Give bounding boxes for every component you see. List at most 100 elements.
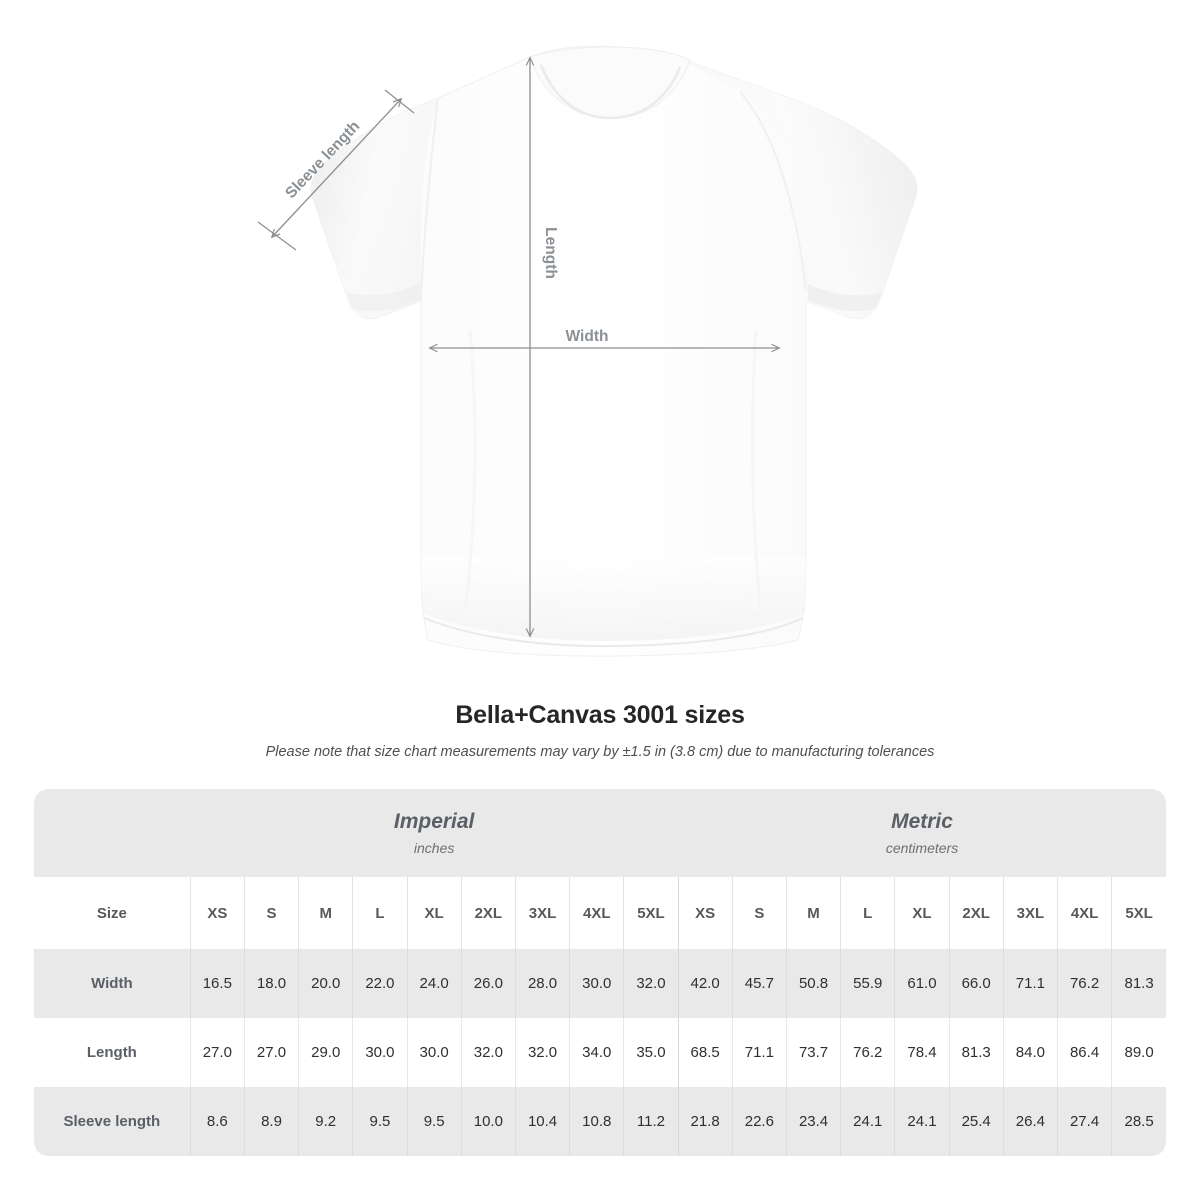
cell-imperial-m: 9.2 [298,1087,353,1156]
cell-imperial-m: 29.0 [298,1018,353,1087]
size-header-metric-m: M [785,877,841,949]
shirt-fold-1 [464,329,477,607]
cell-imperial-xl: 30.0 [406,1018,462,1087]
cell-metric-m: 23.4 [785,1087,841,1156]
size-header-imperial-2xl: 2XL [460,877,516,949]
cell-metric-s: 22.6 [731,1087,787,1156]
cell-imperial-4xl: 34.0 [569,1018,624,1087]
tolerance-note: Please note that size chart measurements… [265,744,935,760]
size-header-metric-xl: XL [894,877,950,949]
shirt-hem-line [423,617,804,648]
row-label-length: Length [34,1018,191,1087]
cell-metric-l: 55.9 [840,949,895,1018]
length-label: Length [542,227,559,279]
size-header-imperial-s: S [243,877,299,949]
unit-header-imperial: Imperial inches [190,789,679,877]
cell-metric-5xl: 28.5 [1111,1087,1166,1156]
cell-metric-l: 24.1 [840,1087,895,1156]
size-header-metric-3xl: 3XL [1002,877,1058,949]
shirt-collar [529,46,691,119]
cell-imperial-xs: 16.5 [189,949,245,1018]
shirt-seam-right [739,91,807,291]
cell-metric-xs: 42.0 [677,949,733,1018]
unit-subtitle: centimeters [885,839,959,856]
cell-imperial-m: 20.0 [298,949,353,1018]
cell-imperial-l: 30.0 [352,1018,408,1087]
cell-imperial-2xl: 26.0 [460,949,516,1018]
cell-metric-xs: 21.8 [677,1087,733,1156]
cell-imperial-l: 22.0 [352,949,408,1018]
tshirt-diagram: Sleeve length Length Width [257,45,918,657]
shirt-sleeve-hem-left [346,284,420,312]
cell-imperial-xs: 27.0 [189,1018,245,1087]
size-header-imperial-5xl: 5XL [623,877,679,949]
table-row: Width 16.5 18.0 20.0 22.0 24.0 26.0 28.0 30.0 32.… [34,949,1166,1018]
cell-metric-s: 45.7 [731,949,787,1018]
sleeve-tick-bottom [257,221,297,251]
cell-metric-s: 71.1 [731,1018,787,1087]
size-header-imperial-xl: XL [406,877,462,949]
cell-imperial-l: 9.5 [352,1087,408,1156]
size-column-header: Size [34,877,191,949]
size-header-imperial-3xl: 3XL [514,877,570,949]
cell-imperial-xl: 24.0 [406,949,462,1018]
cell-metric-xs: 68.5 [677,1018,733,1087]
cell-metric-l: 76.2 [840,1018,895,1087]
cell-imperial-2xl: 10.0 [460,1087,516,1156]
cell-metric-4xl: 86.4 [1056,1018,1112,1087]
unit-header-metric: Metric centimeters [678,789,1166,877]
cell-metric-m: 73.7 [785,1018,841,1087]
cell-imperial-5xl: 32.0 [623,949,679,1018]
size-header-metric-2xl: 2XL [948,877,1004,949]
cell-metric-xl: 61.0 [894,949,950,1018]
cell-metric-2xl: 81.3 [948,1018,1004,1087]
cell-imperial-3xl: 10.4 [514,1087,570,1156]
cell-metric-2xl: 66.0 [948,949,1004,1018]
cell-metric-xl: 24.1 [894,1087,950,1156]
size-header-imperial-m: M [298,877,353,949]
cell-imperial-s: 8.9 [243,1087,299,1156]
cell-metric-3xl: 26.4 [1002,1087,1058,1156]
size-header-metric-5xl: 5XL [1111,877,1166,949]
table-row: Length 27.0 27.0 29.0 30.0 30.0 32.0 32.0 34.0 35… [34,1018,1166,1087]
cell-metric-4xl: 27.4 [1056,1087,1112,1156]
cell-imperial-s: 18.0 [243,949,299,1018]
cell-metric-xl: 78.4 [894,1018,950,1087]
cell-metric-4xl: 76.2 [1056,949,1112,1018]
unit-subtitle: inches [413,839,455,856]
shirt-collar-rib [539,64,682,120]
cell-imperial-5xl: 35.0 [623,1018,679,1087]
unit-header-spacer [34,789,191,877]
title-block: Bella+Canvas 3001 sizes Please note that… [0,700,1200,761]
sleeve-length-arrow [272,99,401,237]
size-table-container: Imperial inches Metric centimeters Size XS S M L… [34,789,1166,1156]
row-label-width: Width [34,949,191,1018]
tshirt-illustration [310,45,918,657]
shirt-hem [421,558,806,642]
size-header-metric-l: L [840,877,895,949]
cell-metric-5xl: 89.0 [1111,1018,1166,1087]
cell-imperial-3xl: 28.0 [514,949,570,1018]
table-row: Sleeve length 8.6 8.9 9.2 9.5 9.5 10.0 10.4 10.8… [34,1087,1166,1156]
size-header-metric-s: S [731,877,787,949]
cell-imperial-s: 27.0 [243,1018,299,1087]
cell-metric-m: 50.8 [785,949,841,1018]
shirt-fold-2 [751,329,762,607]
size-header-imperial-l: L [352,877,408,949]
cell-imperial-4xl: 10.8 [569,1087,624,1156]
cell-imperial-5xl: 11.2 [623,1087,679,1156]
cell-metric-3xl: 84.0 [1002,1018,1058,1087]
size-header-metric-4xl: 4XL [1056,877,1112,949]
cell-imperial-4xl: 30.0 [569,949,624,1018]
shirt-sleeve-right [680,58,918,319]
size-table: Imperial inches Metric centimeters Size XS S M L… [34,789,1166,1156]
shirt-seam-left [420,97,439,302]
width-label: Width [566,328,609,345]
cell-imperial-xl: 9.5 [406,1087,462,1156]
row-label-sleeve-length: Sleeve length [34,1087,191,1156]
cell-metric-2xl: 25.4 [948,1087,1004,1156]
cell-metric-5xl: 81.3 [1111,949,1166,1018]
unit-header-row: Imperial inches Metric centimeters [34,789,1166,877]
width-measure: Width [430,328,779,348]
